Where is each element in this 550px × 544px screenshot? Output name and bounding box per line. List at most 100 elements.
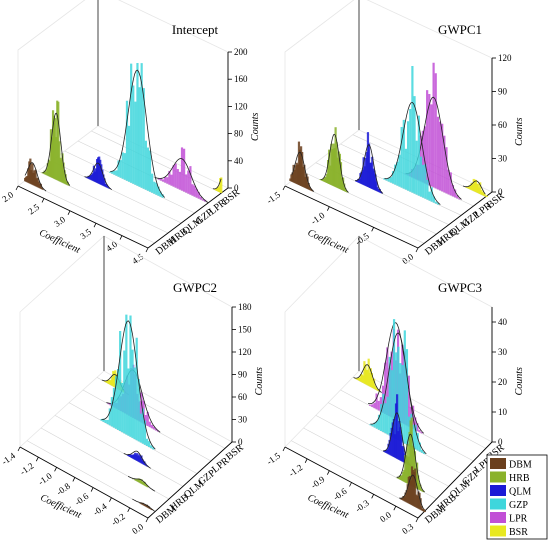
- fit-curve: [353, 364, 382, 393]
- x-tick-mark: [371, 227, 375, 232]
- series-lpr: [404, 62, 462, 200]
- x-tick-mark: [415, 517, 419, 523]
- panel-intercept: 0 40 80 120 160 200 Counts 2.0 2.5 3.0 3.5 4.0 4.5 Co…: [0, 0, 261, 266]
- series-bsr: [353, 358, 382, 393]
- z-tick-label: 30: [238, 415, 248, 425]
- series-gzp: [100, 314, 156, 450]
- x-tick-label: 3.0: [52, 214, 67, 229]
- x-tick-label: -1.5: [265, 189, 283, 206]
- panel-title: GWPC3: [438, 280, 482, 295]
- series-hrb: [41, 100, 71, 186]
- fit-curve: [396, 433, 425, 493]
- legend-label-hrb: HRB: [509, 473, 530, 484]
- z-tick-label: 120: [498, 53, 512, 63]
- floor-gridline: [51, 160, 182, 224]
- z-tick-label: 0: [498, 187, 503, 197]
- legend-swatch-qlm: [490, 485, 506, 496]
- x-tick-label: -1.2: [18, 461, 35, 477]
- x-tick-label: 2.0: [0, 189, 15, 204]
- fit-curve: [123, 450, 151, 469]
- x-tick-mark: [145, 517, 149, 523]
- region-label: BSR: [220, 187, 242, 208]
- x-axis-line: [17, 185, 149, 249]
- z-axis-title: Counts: [514, 367, 525, 395]
- floor-gridline: [315, 415, 449, 487]
- z-tick-label: 60: [238, 392, 248, 402]
- x-tick-label: -0.6: [73, 491, 91, 508]
- x-tick-label: 0.0: [400, 251, 415, 266]
- x-tick-mark: [415, 247, 419, 253]
- z-tick-label: 160: [234, 74, 248, 84]
- legend-swatch-lpr: [490, 512, 506, 523]
- legend-label-qlm: QLM: [509, 487, 531, 498]
- fit-curve: [462, 180, 486, 195]
- x-tick-label: -0.8: [55, 481, 73, 498]
- x-tick-label: 0.3: [400, 521, 415, 536]
- fit-curve: [291, 151, 315, 192]
- z-tick-label: 120: [238, 347, 252, 357]
- fit-curve: [384, 101, 441, 205]
- region-label: BSR: [485, 191, 507, 212]
- x-tick-mark: [326, 470, 330, 475]
- x-tick-mark: [67, 210, 71, 215]
- z-tick-label: 20: [498, 377, 508, 387]
- x-tick-mark: [304, 458, 308, 464]
- x-tick-label: -0.3: [353, 497, 371, 514]
- fit-curve: [42, 112, 71, 186]
- legend-label-gzp: GZP: [509, 500, 528, 511]
- x-tick-label: -1.5: [265, 450, 283, 467]
- x-tick-label: 4.0: [104, 239, 119, 254]
- x-tick-label: 0.0: [378, 509, 393, 524]
- z-tick-label: 180: [238, 302, 252, 312]
- x-tick-mark: [282, 446, 286, 452]
- x-tick-mark: [145, 247, 149, 253]
- panel-gwpc2: 0306090120150180Counts-1.4-1.2-1.0-0.8-0…: [0, 235, 265, 536]
- x-tick-mark: [72, 477, 76, 482]
- panel-title: GWPC1: [438, 22, 482, 37]
- x-tick-mark: [393, 505, 397, 511]
- x-tick-mark: [93, 223, 97, 228]
- floor-gridline: [291, 181, 425, 244]
- x-tick-mark: [127, 507, 131, 513]
- region-label: BSR: [224, 442, 246, 463]
- fit-curve: [127, 475, 156, 492]
- x-tick-label: 2.5: [26, 202, 41, 217]
- z-tick-label: 0: [238, 437, 243, 447]
- series-gzp: [109, 63, 166, 198]
- series-qlm: [355, 132, 384, 194]
- fit-curve: [370, 332, 427, 455]
- fit-curve: [101, 320, 156, 450]
- floor-gridline: [24, 180, 155, 244]
- series-dbm: [399, 466, 426, 513]
- fit-curve: [212, 178, 222, 190]
- series-dbm: [24, 158, 47, 192]
- z-tick-label: 30: [498, 347, 508, 357]
- fit-curve: [399, 474, 424, 510]
- panel-gwpc3: 0 10 20 30 40 Counts -1.5-1.2 -0.9-0.6-0.3 0.0 0.…: [265, 235, 525, 536]
- depth-axis-line: [147, 187, 229, 249]
- x-tick-mark: [119, 235, 123, 240]
- x-tick-mark: [326, 206, 330, 211]
- x-tick-label: 4.5: [130, 251, 145, 266]
- x-tick-mark: [17, 446, 21, 452]
- fit-curve: [154, 158, 209, 203]
- x-tick-label: -1.4: [0, 450, 18, 467]
- series-lpr: [154, 147, 209, 203]
- x-tick-label: -1.0: [36, 470, 54, 487]
- fit-curve: [84, 162, 112, 190]
- series-gzp: [383, 66, 441, 205]
- fit-curve: [132, 498, 155, 512]
- x-tick-label: 3.5: [78, 226, 93, 241]
- legend-swatch-dbm: [490, 458, 506, 469]
- legend-swatch-gzp: [490, 498, 506, 510]
- series-hrb: [127, 475, 156, 492]
- x-tick-label: -1.0: [309, 210, 327, 227]
- x-tick-mark: [109, 497, 112, 502]
- legend-label-lpr: LPR: [509, 514, 528, 525]
- series-qlm: [84, 156, 112, 190]
- x-tick-label: -0.2: [109, 511, 126, 527]
- x-tick-mark: [282, 185, 286, 191]
- x-axis-line: [284, 185, 419, 249]
- fit-curve: [24, 162, 47, 192]
- floor-gridline: [91, 130, 222, 194]
